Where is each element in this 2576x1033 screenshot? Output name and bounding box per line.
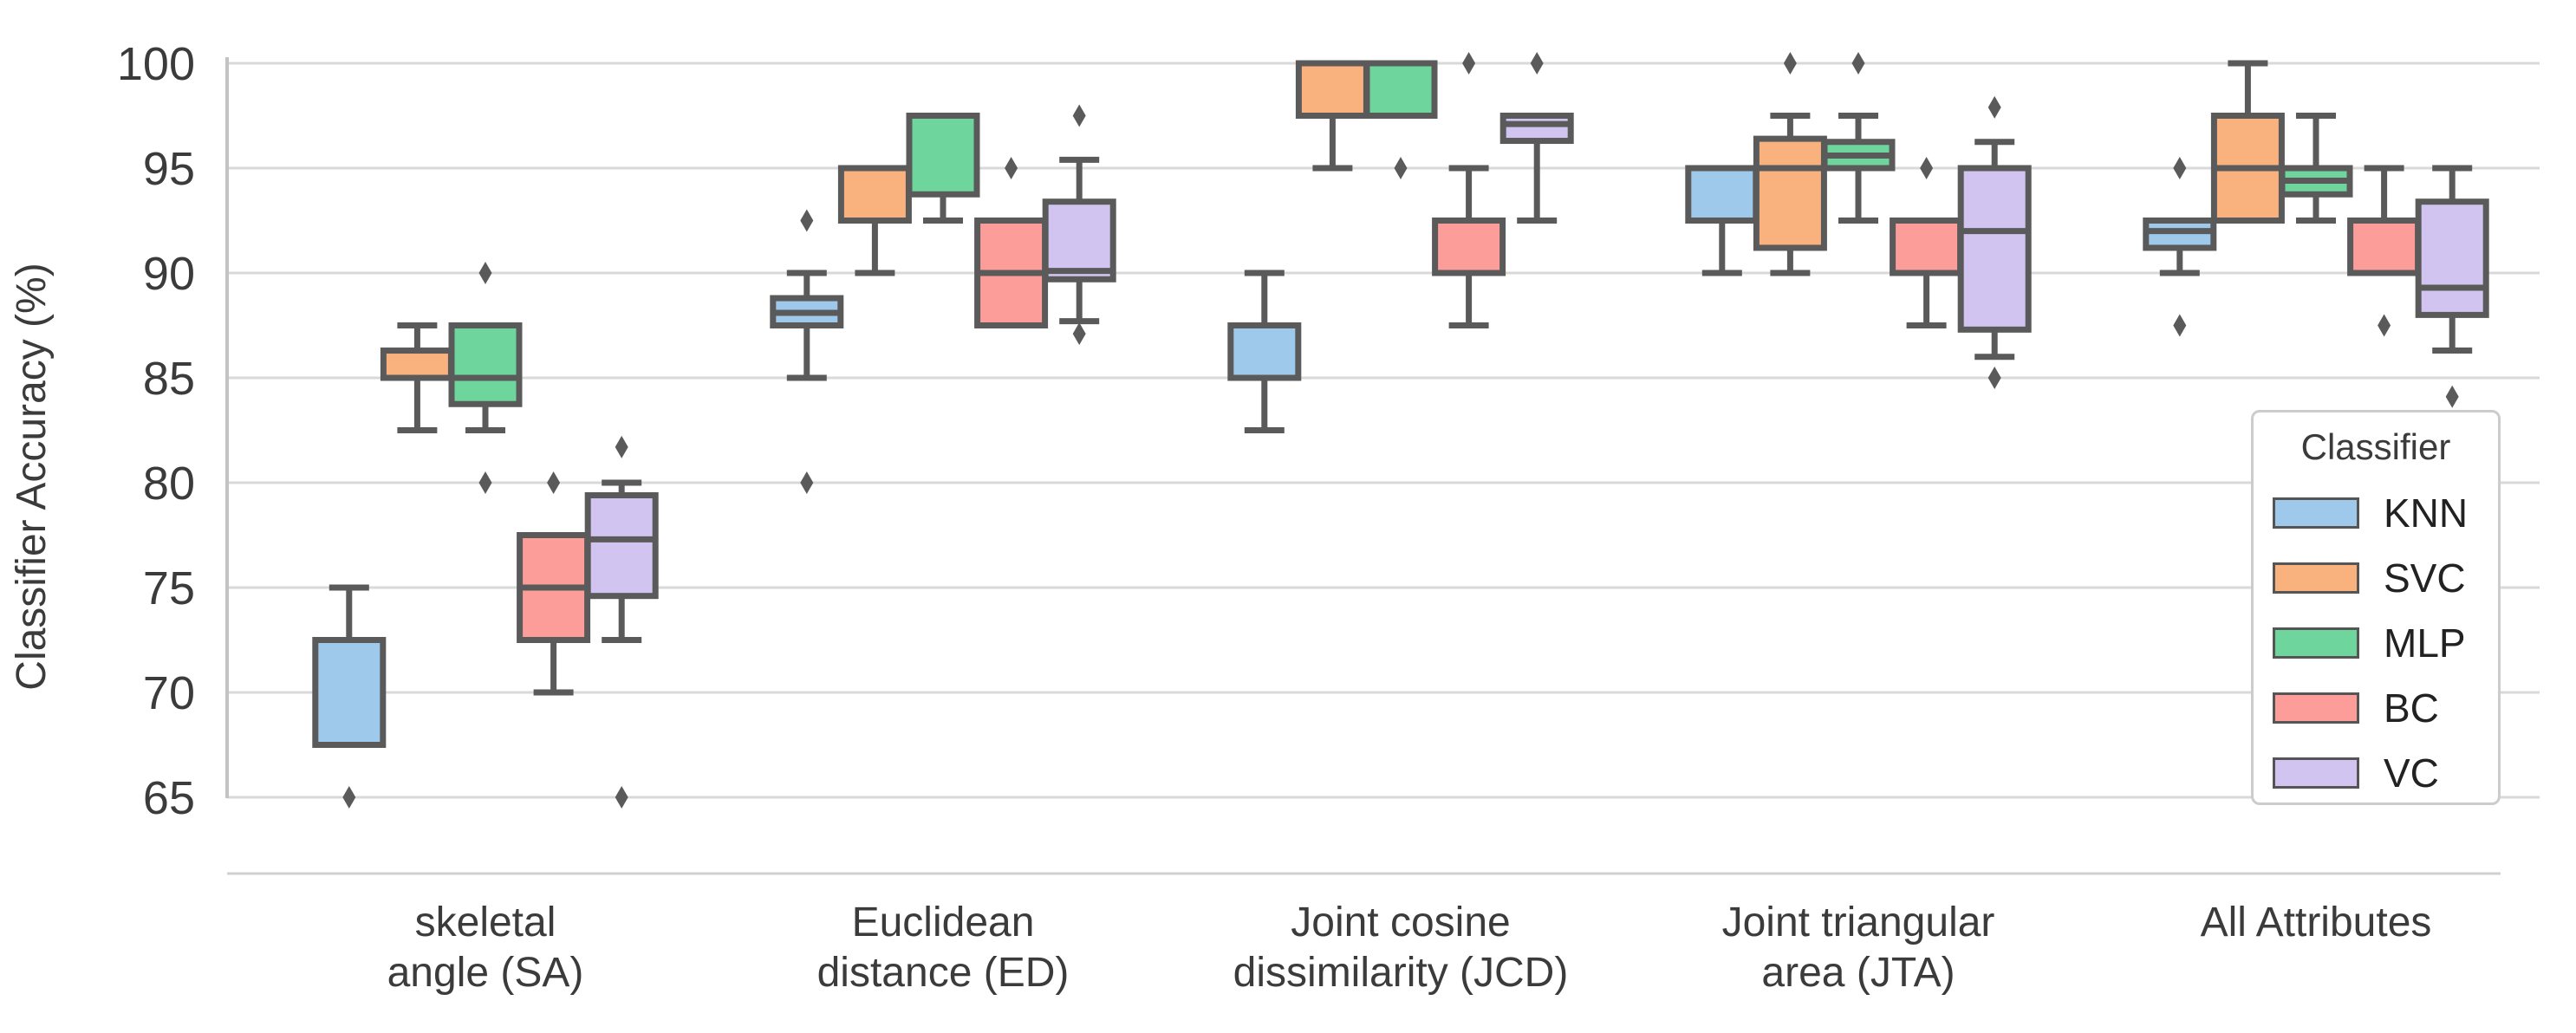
x-category-label-JTA-line1: Joint triangular [1722, 900, 1995, 945]
box-VC-JCD [1499, 113, 1574, 145]
outlier-KNN-ALL-87.5 [2173, 314, 2187, 337]
outlier-MLP-JTA-100 [1851, 52, 1865, 75]
box-VC-JTA [1957, 165, 2032, 333]
y-tick-label-75: 75 [143, 562, 195, 614]
x-category-label-SA-line1: skeletal [415, 900, 556, 945]
box-BC-JCD [1432, 218, 1506, 276]
x-category-label-SA-line2: angle (SA) [387, 950, 584, 996]
outlier-VC-SA-81.7 [615, 435, 628, 458]
box-BC-ALL [2347, 218, 2422, 276]
y-tick-label-80: 80 [143, 458, 195, 510]
y-axis-label: Classifier Accuracy (%) [9, 263, 55, 690]
y-tick-label-95: 95 [143, 143, 195, 195]
legend: Classifier KNN SVC MLP BC VC [2251, 410, 2501, 805]
outlier-VC-ALL-84.1 [2445, 385, 2459, 408]
outlier-VC-ED-87.1 [1072, 322, 1086, 346]
legend-swatch-KNN [2273, 497, 2359, 529]
x-category-label-ED-line1: Euclidean [852, 900, 1035, 945]
legend-label-SVC: SVC [2384, 555, 2466, 601]
box-KNN-SA [312, 637, 387, 748]
outlier-BC-JTA-95 [1920, 157, 1934, 179]
legend-items: KNN SVC MLP BC VC [2254, 480, 2498, 805]
x-category-label-JTA-line2: area (JTA) [1761, 950, 1955, 996]
legend-label-MLP: MLP [2384, 620, 2466, 666]
box-SVC-JTA [1753, 135, 1827, 251]
box-MLP-SA [448, 322, 523, 407]
box-MLP-ED [906, 113, 980, 198]
box-VC-ALL [2415, 198, 2489, 318]
outlier-KNN-ALL-95 [2173, 157, 2187, 179]
box-SVC-SA [380, 348, 454, 381]
legend-item-SVC: SVC [2254, 545, 2498, 610]
outlier-KNN-ED-92.5 [800, 209, 814, 232]
box-KNN-JCD [1227, 322, 1302, 381]
legend-label-BC: BC [2384, 685, 2439, 731]
box-MLP-JCD [1363, 60, 1438, 119]
legend-label-KNN: KNN [2384, 490, 2469, 536]
legend-item-MLP: MLP [2254, 610, 2498, 675]
outlier-MLP-SA-80 [478, 471, 492, 494]
y-tick-label-70: 70 [143, 667, 195, 719]
outlier-KNN-SA-65 [342, 786, 356, 809]
legend-item-KNN: KNN [2254, 480, 2498, 545]
outlier-VC-JTA-97.9 [1987, 95, 2001, 119]
outlier-VC-JTA-85 [1987, 367, 2001, 389]
box-VC-SA [584, 492, 659, 600]
outlier-MLP-SA-90 [478, 262, 492, 284]
x-category-label-JCD-line2: dissimilarity (JCD) [1233, 950, 1569, 996]
legend-title: Classifier [2300, 426, 2451, 467]
y-tick-label-90: 90 [143, 248, 195, 300]
outlier-VC-SA-65 [615, 786, 628, 809]
y-tick-label-85: 85 [143, 353, 195, 405]
outlier-KNN-ED-80 [800, 471, 814, 494]
x-category-label-ALL-line1: All Attributes [2201, 900, 2432, 945]
box-VC-ED [1042, 198, 1116, 283]
outlier-SVC-JTA-100 [1783, 52, 1797, 75]
y-tick-label-65: 65 [143, 772, 195, 824]
box-SVC-ED [837, 165, 912, 224]
outlier-MLP-JCD-95 [1394, 157, 1408, 179]
x-category-label-ED-line2: distance (ED) [817, 950, 1070, 996]
box-BC-JTA [1890, 218, 1964, 276]
legend-swatch-SVC [2273, 562, 2359, 594]
x-category-label-JCD-line1: Joint cosine [1291, 900, 1510, 945]
outlier-VC-JCD-100 [1530, 52, 1544, 75]
box-KNN-ALL [2143, 218, 2217, 251]
outlier-BC-JCD-100 [1462, 52, 1476, 75]
box-KNN-JTA [1685, 165, 1760, 224]
legend-swatch-MLP [2273, 627, 2359, 659]
legend-item-VC: VC [2254, 740, 2498, 805]
legend-swatch-VC [2273, 757, 2359, 789]
legend-label-VC: VC [2384, 750, 2439, 796]
outlier-VC-ED-97.5 [1072, 104, 1086, 127]
box-SVC-JCD [1295, 60, 1369, 119]
outlier-BC-ALL-87.5 [2378, 314, 2391, 337]
outlier-BC-ED-95 [1005, 157, 1018, 179]
legend-item-BC: BC [2254, 675, 2498, 740]
outlier-BC-SA-80 [547, 471, 561, 494]
legend-swatch-BC [2273, 692, 2359, 724]
y-tick-label-100: 100 [117, 38, 195, 90]
